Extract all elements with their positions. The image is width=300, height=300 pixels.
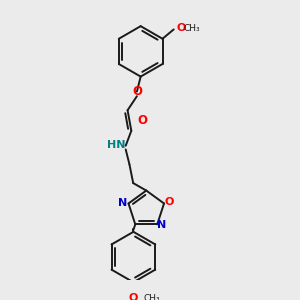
Text: CH₃: CH₃	[184, 24, 201, 33]
Text: O: O	[164, 196, 173, 207]
Text: HN: HN	[107, 140, 126, 150]
Text: O: O	[176, 23, 186, 34]
Text: N: N	[157, 220, 167, 230]
Text: CH₃: CH₃	[144, 294, 160, 300]
Text: N: N	[118, 197, 128, 208]
Text: O: O	[137, 114, 148, 127]
Text: O: O	[132, 85, 142, 98]
Text: O: O	[129, 293, 138, 300]
